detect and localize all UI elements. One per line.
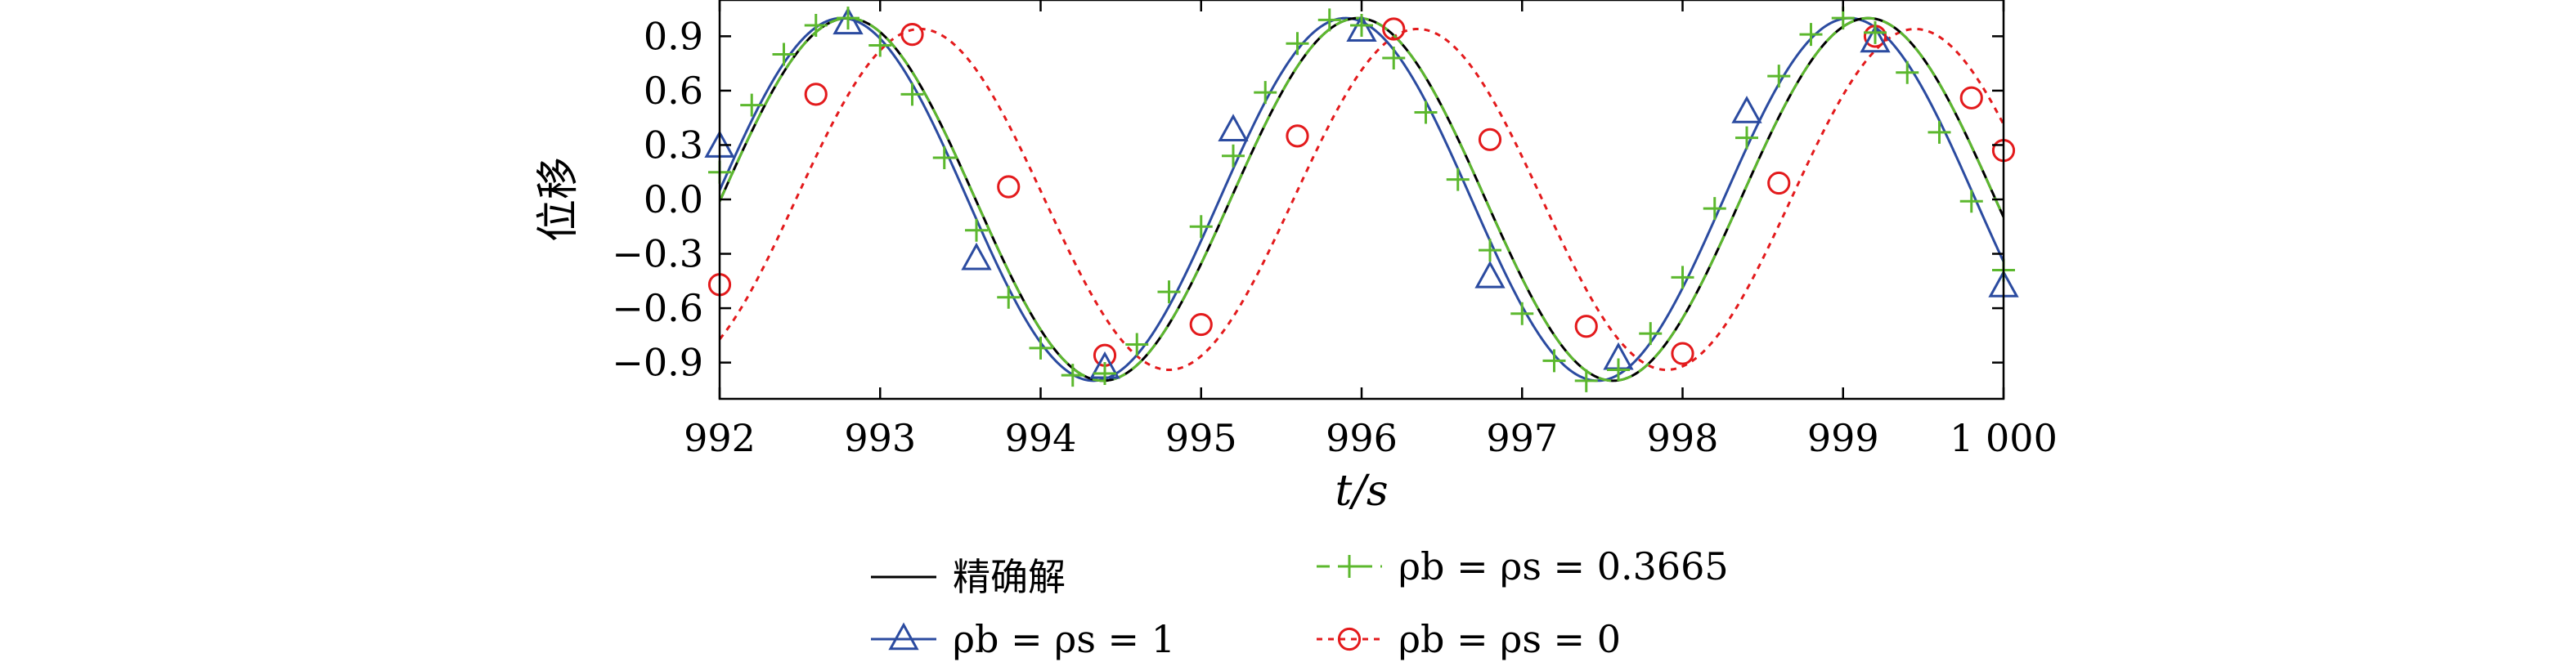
data-point-plus [1286, 32, 1309, 56]
data-point-plus [1189, 215, 1213, 239]
data-point-circle [997, 175, 1021, 199]
y-tick-label: −0.9 [612, 341, 703, 385]
data-point-plus [1157, 280, 1181, 304]
data-point-plus [1735, 126, 1758, 150]
data-point-plus [1350, 14, 1373, 38]
data-point-plus [1446, 168, 1470, 191]
data-point-plus [932, 145, 956, 169]
data-point-plus [1928, 120, 1951, 144]
legend-marker-triangle [888, 622, 919, 651]
data-point-plus [1414, 101, 1438, 124]
data-point-triangle [961, 242, 992, 271]
data-point-plus [868, 34, 892, 57]
x-tick-label: 996 [1326, 416, 1398, 460]
data-point-circle [1959, 86, 1983, 110]
data-point-plus [1864, 20, 1887, 44]
data-point-plus [1896, 60, 1919, 84]
data-point-circle [804, 83, 828, 106]
data-point-plus [1607, 358, 1630, 382]
legend-item: ρb = ρs = 1 [871, 617, 1175, 661]
data-point-circle [1189, 312, 1213, 337]
data-point-plus [1703, 197, 1726, 221]
y-axis-ticks: −0.9 −0.6 −0.3 0.0 0.3 0.6 0.9 [612, 14, 2004, 385]
data-point-plus [772, 42, 796, 66]
legend-label: ρb = ρs = 1 [953, 617, 1175, 661]
y-tick-label: 0.0 [644, 177, 703, 221]
y-axis-label: 位移 [534, 157, 583, 242]
series-line [720, 16, 2004, 382]
x-tick-label: 995 [1165, 416, 1237, 460]
data-point-circle [900, 23, 924, 47]
y-tick-label: 0.9 [644, 14, 703, 58]
x-tick-label: 994 [1005, 416, 1077, 460]
data-point-triangle [1218, 114, 1249, 141]
x-tick-label: 993 [844, 416, 916, 460]
data-point-plus [1574, 369, 1598, 392]
y-tick-label: −0.6 [612, 286, 703, 330]
data-point-plus [900, 83, 924, 106]
x-axis-ticks: 992 993 994 995 996 997 998 999 1 000 [684, 0, 2058, 460]
data-point-plus [837, 7, 859, 30]
x-tick-label: 992 [684, 416, 756, 460]
legend-label: ρb = ρs = 0.3665 [1398, 544, 1729, 588]
series-line [720, 27, 2004, 372]
y-tick-label: −0.3 [612, 232, 703, 276]
series-curves [720, 16, 2004, 382]
legend-item: 精确解 [871, 555, 1066, 599]
data-point-plus [1510, 302, 1534, 325]
data-point-triangle [832, 7, 864, 35]
data-point-plus [1125, 333, 1149, 356]
data-point-plus [1799, 23, 1823, 47]
x-tick-label: 1 000 [1950, 416, 2058, 460]
data-point-circle [1382, 17, 1406, 41]
data-point-plus [740, 93, 764, 117]
data-point-plus [1029, 336, 1052, 360]
data-point-plus [1061, 364, 1084, 387]
legend-item: ρb = ρs = 0 [1317, 617, 1621, 661]
data-point-plus [804, 14, 828, 38]
data-point-circle [1671, 342, 1694, 365]
x-tick-label: 998 [1647, 416, 1719, 460]
data-point-triangle [1731, 96, 1762, 123]
data-point-plus [1222, 144, 1245, 168]
data-point-plus [1542, 349, 1566, 373]
x-tick-label: 999 [1807, 416, 1879, 460]
data-point-plus [1382, 46, 1406, 69]
data-point-circle [1286, 124, 1309, 148]
data-point-circle [1767, 171, 1791, 195]
data-point-triangle [1860, 25, 1891, 53]
data-point-circle [1478, 127, 1502, 151]
data-point-plus [1479, 239, 1501, 262]
x-tick-label: 997 [1486, 416, 1558, 460]
data-point-plus [1093, 361, 1116, 385]
legend-item: ρb = ρs = 0.3665 [1317, 544, 1729, 588]
series-markers [704, 7, 2019, 392]
data-point-triangle [1346, 14, 1377, 42]
data-point-plus [1254, 81, 1277, 105]
data-point-plus [1317, 8, 1341, 32]
data-point-plus [965, 218, 988, 242]
data-point-plus [1639, 322, 1663, 346]
legend-marker-circle [1337, 627, 1362, 651]
y-tick-label: 0.3 [644, 123, 703, 167]
data-point-plus [1671, 266, 1694, 289]
data-point-plus [1767, 65, 1791, 88]
legend-label: ρb = ρs = 0 [1398, 617, 1621, 661]
data-point-triangle [1474, 260, 1506, 289]
data-point-plus [997, 285, 1021, 309]
x-axis-label: t/s [1335, 467, 1388, 516]
legend: 精确解 ρb = ρs = 0.3665 ρb = ρs = 1 ρb = ρs = … [871, 544, 1729, 661]
legend-label: 精确解 [953, 555, 1066, 599]
y-tick-label: 0.6 [644, 69, 703, 113]
data-point-plus [1959, 190, 1983, 213]
data-point-circle [1574, 315, 1598, 338]
legend-marker-plus [1338, 555, 1361, 578]
